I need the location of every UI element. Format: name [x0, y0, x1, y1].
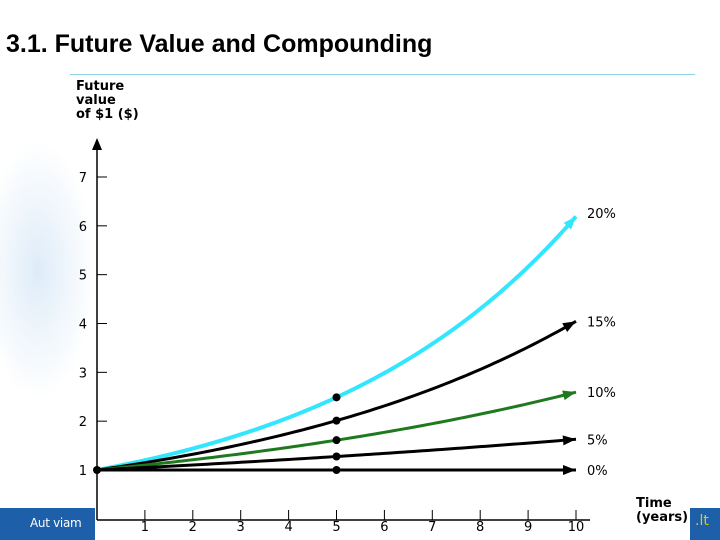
- series-label-10pct: 10%: [587, 386, 616, 401]
- marker-year5-10pct: [332, 436, 341, 445]
- series-arrow-0pct: [563, 465, 576, 475]
- series-arrow-5pct: [562, 435, 576, 446]
- footer-left-text: Aut viam: [30, 516, 82, 530]
- series-line-20pct: [96, 215, 578, 472]
- marker-year5-20pct: [332, 393, 341, 402]
- series-label-20pct: 20%: [587, 207, 616, 222]
- footer-right-text: .lt: [695, 513, 709, 529]
- marker-year5-5pct: [332, 452, 341, 461]
- x-ticks: 1 2 3 4 5 6 7 8 9 10: [141, 510, 585, 535]
- series-arrow-20pct: [563, 216, 576, 230]
- y-axis-title-line: of $1 ($): [76, 107, 139, 122]
- x-tick-label: 9: [524, 520, 532, 535]
- x-tick-label: 8: [476, 520, 484, 535]
- x-axis-title-line: Time: [636, 496, 672, 511]
- marker-year5-15pct: [332, 416, 341, 425]
- y-tick-label: 2: [79, 415, 87, 430]
- x-axis-title-line: (years): [636, 510, 688, 525]
- background-watermark: [0, 140, 95, 400]
- y-tick-label: 1: [79, 464, 87, 479]
- slide-title: 3.1. Future Value and Compounding: [6, 30, 433, 58]
- y-axis-arrow: [92, 138, 102, 150]
- series-label-5pct: 5%: [587, 433, 608, 448]
- series-arrow-15pct: [562, 321, 576, 333]
- marker-year5-0pct: [332, 466, 341, 474]
- y-axis-title-line: Future: [76, 79, 124, 94]
- y-ticks: 1 2 3 4 5 6 7: [79, 171, 107, 479]
- chart-axes: [92, 138, 590, 521]
- y-tick-label: 6: [79, 220, 87, 235]
- y-axis-title-line: value: [76, 93, 116, 108]
- origin-marker: [93, 466, 101, 474]
- x-tick-label: 2: [189, 520, 197, 535]
- series-arrow-10pct: [562, 390, 576, 401]
- series-labels: 20% 15% 10% 5% 0%: [587, 207, 616, 479]
- y-tick-label: 3: [79, 366, 87, 381]
- y-tick-label: 4: [79, 318, 87, 333]
- x-tick-label: 7: [428, 520, 436, 535]
- title-divider: [70, 74, 695, 75]
- series-lines: [93, 215, 578, 475]
- y-tick-label: 7: [79, 171, 87, 186]
- y-tick-label: 5: [79, 269, 87, 284]
- footer-band-right: [690, 508, 720, 540]
- footer-band-left: [0, 508, 95, 540]
- x-tick-label: 1: [141, 520, 149, 535]
- x-tick-label: 5: [332, 520, 340, 535]
- x-tick-label: 6: [380, 520, 388, 535]
- series-label-15pct: 15%: [587, 315, 616, 330]
- series-label-0pct: 0%: [587, 464, 608, 479]
- x-tick-label: 4: [284, 520, 292, 535]
- x-tick-label: 10: [568, 520, 585, 535]
- x-tick-label: 3: [237, 520, 245, 535]
